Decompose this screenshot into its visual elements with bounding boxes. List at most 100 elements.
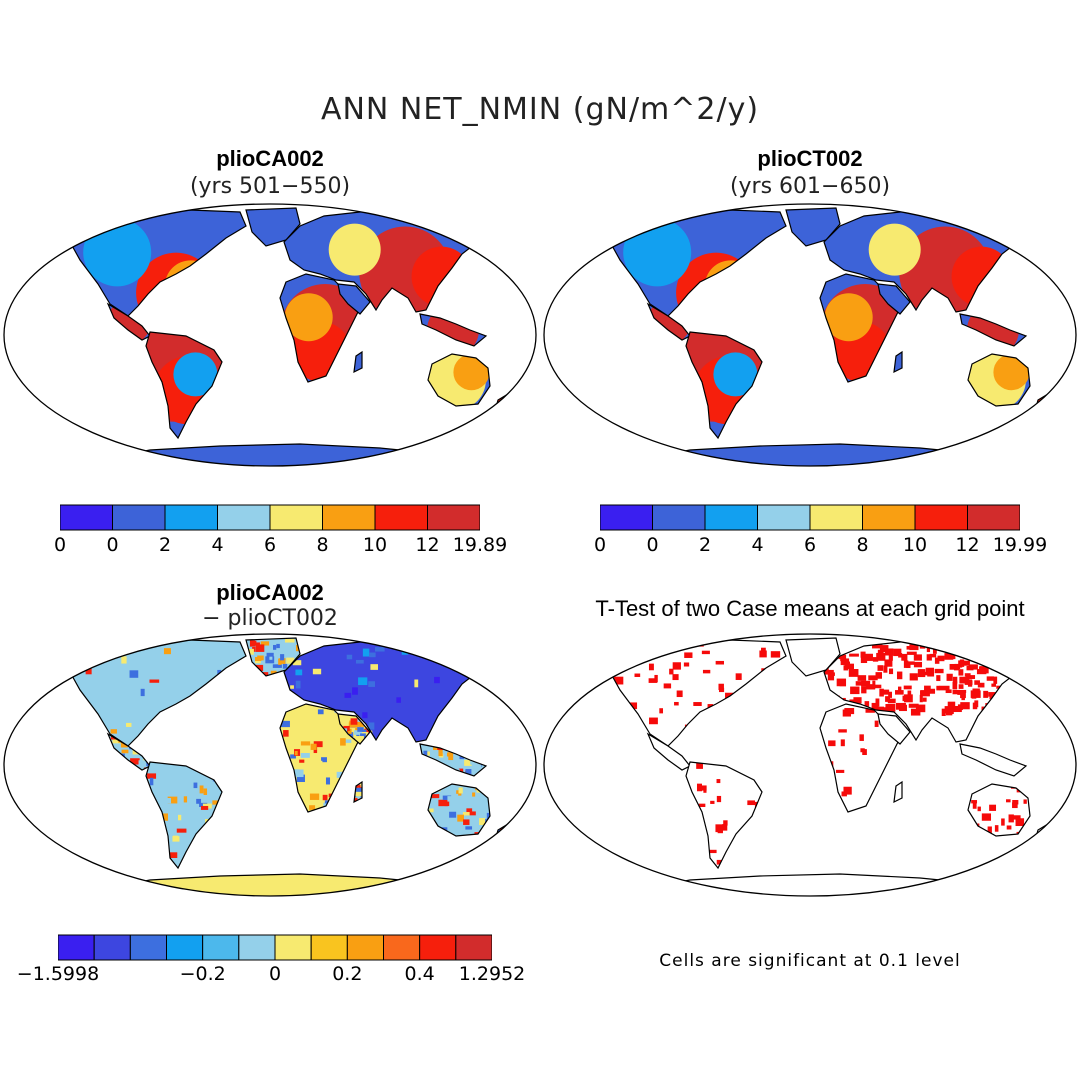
grid-cell: [483, 772, 486, 776]
grid-cell: [458, 787, 463, 794]
grid-cell: [145, 741, 150, 746]
grid-cell: [272, 664, 282, 668]
grid-cell: [823, 767, 830, 774]
colorbar-tick-label: 4: [751, 534, 764, 556]
grid-cell: [313, 741, 323, 748]
grid-cell: [1004, 703, 1014, 711]
grid-cell: [751, 713, 757, 718]
grid-cell: [294, 799, 300, 808]
coastline-southeast-asia: [419, 743, 488, 777]
colorbar-tick-label: 19.89: [452, 534, 508, 556]
grid-cell: [187, 867, 197, 868]
grid-cell: [1025, 660, 1026, 669]
grid-cell: [310, 743, 317, 750]
coastline-arabia: [337, 713, 371, 745]
grid-cell: [696, 762, 703, 769]
grid-cell: [312, 721, 321, 727]
grid-cell: [356, 794, 361, 798]
land-greenland: [786, 638, 840, 676]
grid-cell: [971, 641, 976, 645]
land-antarctica: [648, 444, 1008, 466]
grid-cell: [860, 657, 868, 664]
grid-cell: [501, 831, 508, 836]
grid-cell: [468, 748, 478, 754]
grid-cell: [423, 750, 428, 758]
grid-cell: [502, 835, 508, 843]
panel4-title: T-Test of two Case means at each grid po…: [595, 596, 1025, 621]
grid-cell: [895, 690, 904, 695]
grid-cell: [505, 829, 508, 835]
grid-cell: [499, 838, 506, 844]
grid-cell: [290, 754, 296, 759]
grid-cell: [449, 811, 457, 818]
grid-cell: [1022, 657, 1026, 663]
grid-cell: [243, 696, 246, 702]
grid-cell: [362, 648, 370, 657]
grid-cell: [1012, 708, 1018, 712]
grid-cell: [945, 689, 952, 694]
grid-cell: [934, 668, 944, 674]
grid-cell: [1026, 791, 1030, 798]
grid-cell: [342, 739, 352, 743]
grid-cell: [115, 759, 121, 766]
grid-cell: [910, 708, 921, 716]
grid-cell: [1001, 818, 1005, 826]
coastline-south-america: [685, 331, 763, 440]
grid-cell: [283, 730, 289, 737]
grid-cell: [461, 712, 467, 716]
land-antarctica: [648, 874, 1008, 896]
grid-cell: [84, 744, 91, 746]
grid-cell: [500, 839, 507, 843]
grid-cell: [953, 665, 959, 671]
grid-cell: [849, 663, 854, 671]
grid-cell: [163, 648, 171, 655]
panel3-diff-subtitle: − plioCT002: [202, 606, 338, 631]
grid-cell: [276, 643, 280, 649]
grid-cell: [991, 683, 997, 687]
grid-cell: [458, 727, 465, 732]
grid-cell: [465, 670, 476, 678]
grid-cell: [735, 673, 742, 680]
grid-cell: [721, 703, 726, 712]
land-north-america: [602, 640, 786, 746]
grid-cell: [953, 705, 962, 713]
grid-cell: [830, 792, 835, 801]
grid-cell: [947, 701, 956, 710]
grid-cell: [336, 771, 343, 778]
grid-cell: [932, 646, 937, 654]
grid-cell: [903, 660, 909, 668]
grid-cell: [300, 741, 311, 746]
colorbar-tick-label: −0.2: [179, 963, 226, 985]
land-africa: [280, 704, 362, 812]
grid-cell: [872, 680, 876, 689]
grid-cell: [877, 652, 885, 658]
grid-cell: [503, 842, 508, 844]
grid-cell: [496, 841, 506, 844]
land-greenland: [246, 208, 300, 246]
map-panel-plioCA002: [3, 203, 537, 467]
grid-cell: [472, 792, 476, 797]
grid-cell: [978, 656, 985, 665]
grid-cell: [672, 674, 679, 681]
colorbar-box: [967, 504, 1020, 531]
grid-cell: [133, 643, 139, 651]
colorbar-tick-label: 2: [158, 534, 172, 556]
grid-cell: [765, 695, 775, 702]
grid-cell: [300, 752, 310, 758]
grid-cell: [168, 718, 178, 724]
grid-cell: [972, 688, 980, 695]
grid-cell: [295, 669, 303, 676]
coastline-central-america: [106, 732, 151, 771]
grid-cell: [824, 669, 834, 675]
grid-cell: [458, 792, 462, 796]
grid-cell: [470, 759, 476, 765]
grid-cell: [959, 676, 970, 684]
coastline-central-america: [646, 302, 691, 341]
grid-cell: [993, 676, 998, 684]
grid-cell: [989, 654, 999, 659]
grid-cell: [883, 811, 893, 812]
grid-cell: [917, 669, 926, 678]
grid-cell: [1023, 701, 1026, 708]
grid-cell: [483, 826, 489, 835]
grid-cell: [1005, 640, 1013, 647]
